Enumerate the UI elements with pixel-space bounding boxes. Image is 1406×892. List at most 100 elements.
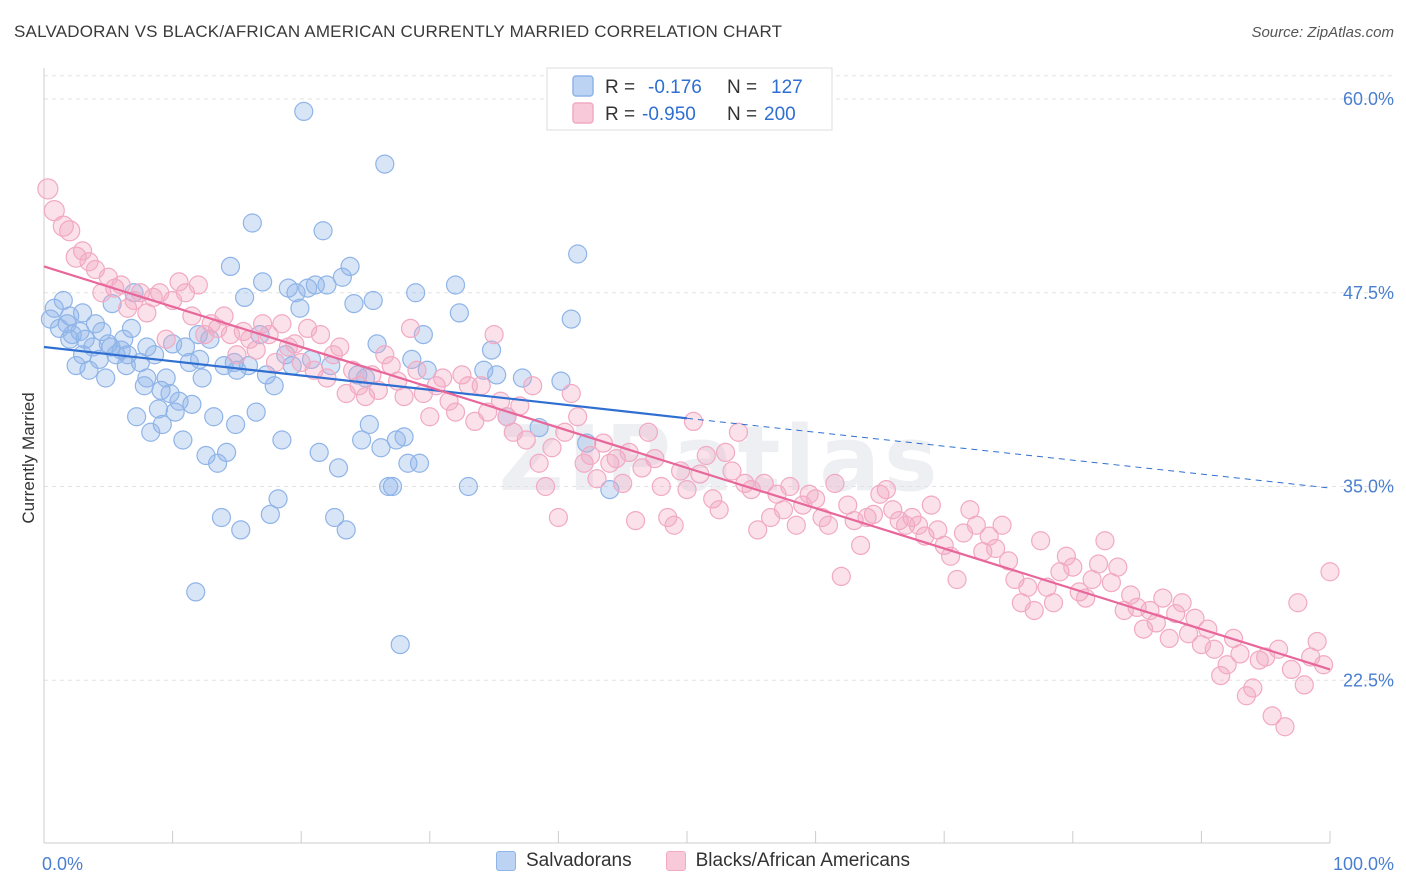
black-african-american-point-59 [420,407,440,427]
salvadoran-point-29 [141,422,161,442]
black-african-american-point-197 [1307,631,1327,652]
black-african-american-point-193 [1281,659,1302,680]
salvadoran-point-39 [175,337,196,357]
black-african-american-point-64 [452,365,472,385]
series-legend: Salvadorans Blacks/African Americans [0,850,1406,872]
black-african-american-point-187 [1243,678,1263,698]
salvadoran-point-99 [398,453,418,473]
black-african-american-point-185 [1230,644,1250,664]
salvadoran-point-70 [286,283,306,303]
source-label: Source: ZipAtlas.com [1251,24,1394,41]
black-african-american-point-176 [1172,593,1192,613]
salvadoran-point-80 [325,507,345,528]
series-blacks-african-americans [37,178,1340,737]
salvadoran-point-73 [298,278,318,298]
legend-n-label-2: N = [727,104,757,125]
salvadoran-point-42 [186,582,206,602]
salvadoran-point-7 [66,356,86,376]
salvadoran-point-44 [192,368,212,388]
trend-line-salvadorans-extension [686,417,1331,489]
black-african-american-point-61 [433,368,453,388]
salvadoran-point-91 [367,334,387,354]
y-tick-label-2: 47.5% [1343,283,1394,303]
salvadoran-point-56 [235,287,255,307]
black-african-american-point-163 [1088,554,1109,574]
black-african-american-point-5 [72,241,93,261]
black-african-american-point-149 [998,551,1019,571]
salvadoran-point-110 [487,365,507,385]
trend-line-salvadorans [43,345,688,420]
black-african-american-point-158 [1056,546,1076,566]
salvadoran-point-106 [449,303,469,323]
salvadoran-point-124 [151,380,171,400]
salvadoran-point-64 [264,376,284,396]
black-african-american-point-86 [593,433,614,453]
black-african-american-point-106 [722,461,742,481]
salvadoran-point-51 [217,442,237,462]
salvadoran-point-10 [75,329,95,349]
black-african-american-point-45 [330,337,350,357]
legend-n-value-1: 127 [771,77,803,98]
legend-label-salvadorans: Salvadorans [526,850,632,871]
black-african-american-point-199 [1320,562,1340,582]
black-african-american-point-159 [1063,557,1083,577]
salvadoran-point-101 [406,283,426,303]
salvadoran-point-85 [344,294,364,314]
black-african-american-point-105 [715,442,736,462]
black-african-american-point-175 [1166,603,1186,624]
legend-swatch-blacks [572,102,594,124]
black-african-american-point-123 [831,566,851,587]
black-african-american-point-36 [272,314,292,334]
black-african-american-point-12 [117,298,138,318]
black-african-american-point-128 [863,504,884,525]
salvadoran-point-119 [60,329,80,349]
black-african-american-point-96 [658,507,678,528]
black-african-american-point-23 [188,275,208,295]
salvadoran-point-55 [231,520,251,540]
black-african-american-point-126 [851,535,871,556]
black-african-american-point-95 [651,476,671,497]
black-african-american-point-154 [1031,531,1051,551]
salvadoran-point-122 [116,356,136,376]
black-african-american-point-182 [1211,665,1231,686]
black-african-american-point-0 [37,178,59,200]
black-african-american-point-146 [979,526,999,546]
black-african-american-point-148 [992,515,1012,535]
black-african-american-point-93 [638,422,659,442]
black-african-american-point-51 [368,380,388,400]
salvadoran-point-93 [375,154,395,174]
salvadoran-point-76 [309,442,329,462]
trend-line-blacks [43,265,1331,671]
black-african-american-point-67 [471,376,491,396]
salvadoran-point-98 [394,427,414,447]
black-african-american-point-131 [883,500,903,520]
black-african-american-point-156 [1043,593,1064,613]
axes [43,68,1331,844]
salvadoran-point-96 [386,430,406,450]
black-african-american-point-77 [535,476,556,497]
black-african-american-point-110 [748,520,768,540]
black-african-american-point-76 [529,453,549,473]
black-african-american-point-190 [1262,706,1282,726]
black-african-american-point-3 [59,220,81,242]
black-african-american-point-164 [1095,531,1115,551]
legend-r-label-2: R = [605,104,635,125]
salvadoran-point-15 [92,321,112,342]
salvadoran-point-107 [458,476,478,497]
y-axis-title: Currently Married [19,392,38,523]
salvadoran-point-90 [363,290,383,311]
salvadoran-point-121 [101,337,121,357]
gridlines [44,75,1392,681]
salvadoran-point-72 [294,101,314,122]
legend-swatch-salvadorans-bottom [496,851,516,871]
series-salvadorans [40,101,620,655]
salvadoran-point-9 [72,303,93,323]
black-african-american-point-63 [445,402,466,422]
black-african-american-point-135 [908,515,929,535]
black-african-american-point-42 [310,325,331,345]
black-african-american-point-183 [1217,655,1237,675]
salvadoran-point-78 [317,275,337,295]
chart-title: SALVADORAN VS BLACK/AFRICAN AMERICAN CUR… [14,22,783,41]
salvadoran-point-84 [340,256,360,276]
black-african-american-point-66 [465,411,485,431]
